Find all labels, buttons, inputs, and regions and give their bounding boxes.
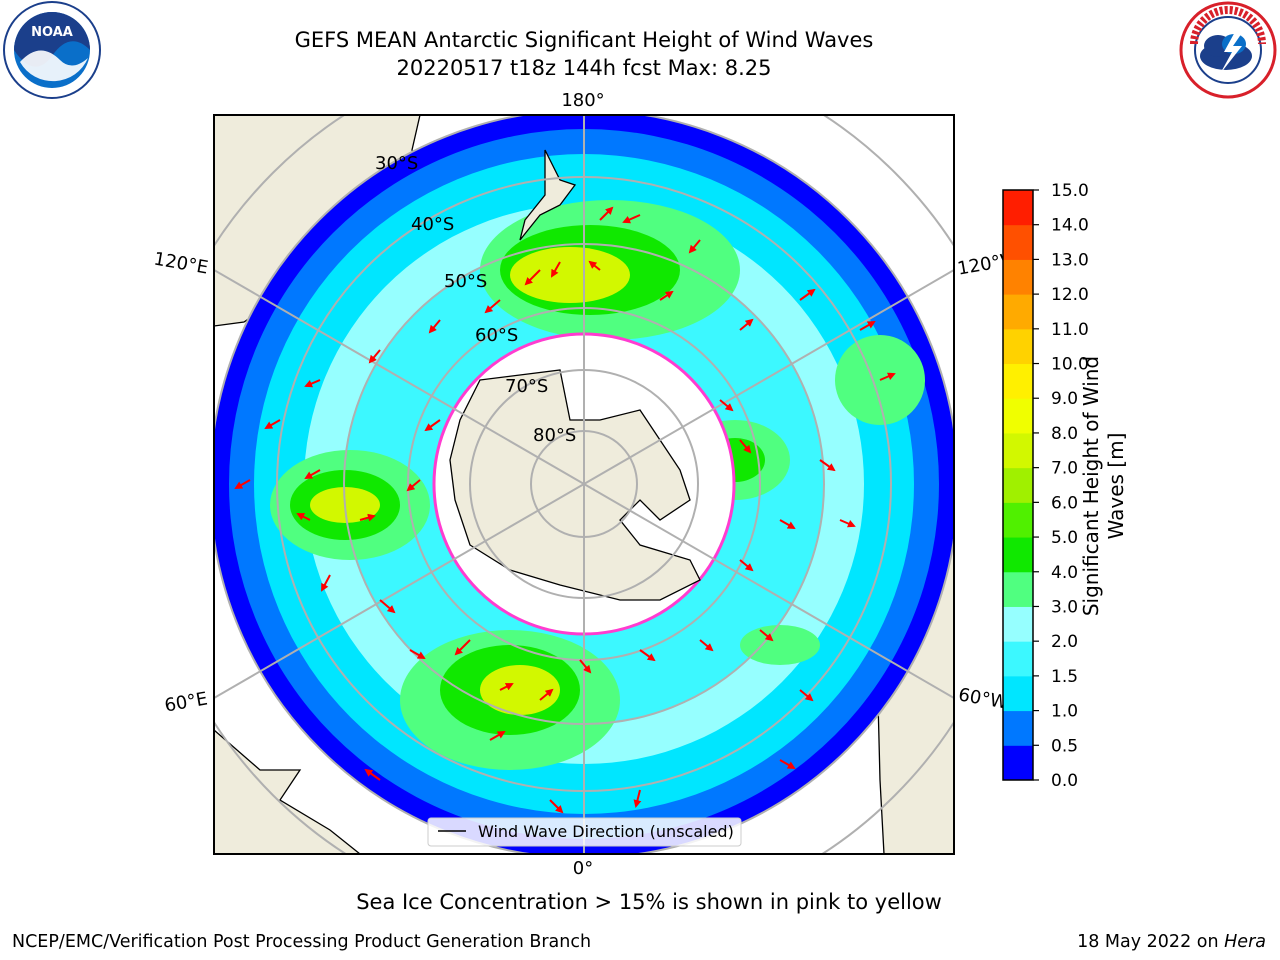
colorbar-tick-label: 5.0 [1051,528,1078,548]
colorbar-tick-label: 7.0 [1051,459,1078,479]
colorbar-swatch [1003,745,1033,781]
footer-date: 18 May 2022 on Hera [1077,932,1266,952]
colorbar-swatch [1003,432,1033,469]
lon-label-60w: 60°W [957,684,1010,713]
colorbar-tick-label: 8.0 [1051,424,1078,444]
colorbar-swatch [1003,294,1033,330]
colorbar-tick-label: 4.0 [1051,563,1078,583]
lat-label-70s: 70°S [505,376,548,397]
colorbar-tick-label: 12.0 [1051,285,1089,305]
lat-label-60s: 60°S [475,325,518,346]
noaa-logo-icon: NOAA [3,1,101,99]
lon-label-60e: 60°E [163,688,209,716]
colorbar-frame [1002,189,1034,781]
lon-label-180: 180° [561,90,604,111]
map-legend: Wind Wave Direction (unscaled) [427,817,742,847]
colorbar-tick-label: 2.0 [1051,632,1078,652]
colorbar-swatch [1003,467,1033,503]
lon-label-0: 0° [573,858,593,879]
colorbar-swatch [1003,571,1033,607]
chart-subtitle: 20220517 t18z 144h fcst Max: 8.25 [396,56,772,80]
lat-label-40s: 40°S [411,214,454,235]
colorbar-tick-label: 6.0 [1051,493,1078,513]
colorbar-swatch [1003,641,1033,677]
colorbar-swatch [1003,675,1033,712]
colorbar: 0.0 0.5 1.0 1.5 2.0 3.0 4.0 5.0 6.0 7.0 8.0 9.0 10.0… [1002,181,1089,791]
colorbar-swatch [1003,224,1033,260]
colorbar-tick-label: 10.0 [1051,355,1089,375]
svg-text:NOAA: NOAA [31,25,73,40]
colorbar-tick-label: 14.0 [1051,216,1089,236]
colorbar-tick-label: 13.0 [1051,250,1089,270]
footer-machine: Hera [1224,932,1266,952]
lat-label-30s: 30°S [375,153,418,174]
colorbar-swatch [1003,190,1033,226]
lon-label-120e: 120°E [152,248,210,278]
colorbar-tick-label: 15.0 [1051,181,1089,201]
colorbar-swatch [1003,328,1033,365]
chart-title: GEFS MEAN Antarctic Significant Height o… [294,28,874,52]
antarctica-landmass [449,369,701,601]
colorbar-swatch [1003,502,1033,538]
colorbar-tick-label: 1.5 [1051,667,1078,687]
africa-landmass [214,729,362,854]
legend-label: Wind Wave Direction (unscaled) [478,822,734,841]
footer-credit: NCEP/EMC/Verification Post Processing Pr… [12,932,592,952]
nws-logo-icon [1179,1,1277,99]
wind-wave-arrows [234,206,896,814]
colorbar-swatch [1003,537,1033,573]
colorbar-swatch [1003,363,1033,399]
new-zealand [519,149,577,241]
colorbar-tick-label: 11.0 [1051,320,1089,340]
colorbar-tick-label: 3.0 [1051,597,1078,617]
colorbar-tick-label: 9.0 [1051,389,1078,409]
colorbar-swatch [1003,259,1033,295]
colorbar-swatch [1003,606,1033,642]
lat-label-80s: 80°S [533,425,576,446]
colorbar-tick-label: 0.0 [1051,771,1078,791]
lat-label-50s: 50°S [444,271,487,292]
colorbar-tick-label: 1.0 [1051,702,1078,722]
graticule [214,115,954,854]
colorbar-swatch [1003,398,1033,434]
colorbar-label: Significant Height of Wind Waves [m] [1079,355,1128,617]
sea-ice-note: Sea Ice Concentration > 15% is shown in … [356,890,942,914]
colorbar-tick-label: 0.5 [1051,736,1078,756]
colorbar-swatch [1003,710,1033,746]
footer-date-text: 18 May 2022 on [1077,932,1225,952]
